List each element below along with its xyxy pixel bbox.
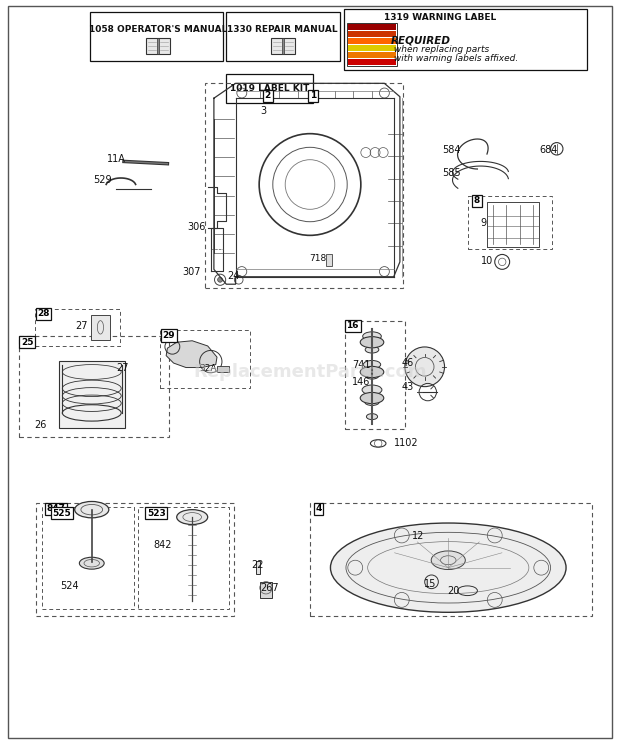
Bar	[347, 24, 397, 66]
Text: 524: 524	[60, 581, 79, 591]
Text: 525: 525	[53, 509, 71, 518]
Bar	[226, 12, 340, 61]
Text: 15: 15	[424, 579, 436, 589]
Text: 1019 LABEL KIT: 1019 LABEL KIT	[230, 84, 309, 93]
Circle shape	[405, 347, 445, 387]
Text: 9: 9	[480, 218, 487, 228]
Text: 146: 146	[352, 376, 371, 387]
Text: 1058 OPERATOR'S MANUAL: 1058 OPERATOR'S MANUAL	[89, 25, 228, 33]
Text: 523: 523	[147, 509, 166, 518]
Text: 1319 WARNING LABEL: 1319 WARNING LABEL	[384, 13, 497, 22]
Bar	[160, 330, 250, 388]
Text: 27: 27	[76, 321, 88, 331]
Text: 26: 26	[34, 420, 46, 430]
Text: 847: 847	[46, 504, 65, 513]
Ellipse shape	[365, 372, 379, 379]
Bar	[468, 196, 552, 249]
Ellipse shape	[74, 501, 109, 518]
Bar	[326, 254, 332, 266]
Ellipse shape	[366, 414, 378, 420]
Bar	[138, 507, 229, 609]
Bar	[217, 366, 229, 372]
Text: 43: 43	[402, 382, 414, 392]
Bar	[348, 24, 396, 31]
Bar	[348, 31, 396, 37]
Bar	[271, 38, 294, 54]
Ellipse shape	[432, 551, 465, 570]
Text: ReplacementParts.com: ReplacementParts.com	[193, 363, 427, 381]
Bar	[348, 59, 396, 65]
Ellipse shape	[363, 360, 381, 368]
Bar	[348, 38, 396, 45]
Text: REQUIRED: REQUIRED	[391, 35, 451, 45]
Text: 307: 307	[182, 267, 201, 278]
Circle shape	[218, 278, 223, 282]
Ellipse shape	[365, 398, 379, 405]
Text: 4: 4	[316, 504, 322, 513]
Text: 20: 20	[448, 586, 460, 597]
Text: 46: 46	[402, 358, 414, 368]
Bar	[281, 38, 284, 54]
Ellipse shape	[365, 346, 379, 353]
Bar	[19, 336, 169, 437]
Text: 1102: 1102	[394, 438, 418, 449]
Text: 741: 741	[352, 359, 371, 370]
Text: 25: 25	[21, 338, 33, 347]
Bar	[345, 321, 405, 429]
Ellipse shape	[79, 557, 104, 569]
Bar	[146, 38, 170, 54]
Text: 2: 2	[265, 92, 271, 100]
Bar	[348, 45, 396, 51]
Text: 1330 REPAIR MANUAL: 1330 REPAIR MANUAL	[228, 25, 338, 33]
Bar	[90, 12, 223, 61]
Text: 10: 10	[480, 256, 493, 266]
Bar	[260, 582, 272, 598]
Bar	[157, 38, 159, 54]
Text: 267: 267	[260, 583, 279, 593]
Text: 22: 22	[251, 560, 264, 571]
Bar	[344, 9, 587, 70]
Text: 3: 3	[260, 106, 267, 116]
Text: 16: 16	[347, 321, 359, 330]
Ellipse shape	[362, 385, 382, 394]
Text: 24: 24	[227, 271, 239, 281]
Text: 842: 842	[154, 539, 172, 550]
Bar	[310, 503, 592, 616]
Polygon shape	[166, 341, 217, 368]
Text: 718: 718	[309, 254, 326, 263]
Text: 27: 27	[117, 362, 129, 373]
Bar	[59, 361, 125, 428]
Text: 585: 585	[442, 167, 461, 178]
Ellipse shape	[363, 332, 381, 341]
Bar	[226, 74, 313, 103]
Text: 29: 29	[162, 331, 175, 340]
Ellipse shape	[360, 366, 384, 377]
Bar	[91, 315, 110, 340]
Text: 12: 12	[412, 530, 424, 541]
Text: with warning labels affixed.: with warning labels affixed.	[391, 54, 518, 63]
Text: 1: 1	[310, 92, 316, 100]
Text: 8: 8	[474, 196, 480, 205]
Bar	[348, 52, 396, 59]
Text: 28: 28	[37, 310, 50, 318]
Text: when replacing parts: when replacing parts	[391, 45, 489, 54]
Text: 684: 684	[539, 144, 558, 155]
Bar	[256, 561, 260, 574]
Ellipse shape	[330, 523, 566, 612]
Bar	[42, 507, 134, 609]
Ellipse shape	[177, 510, 208, 525]
Bar	[205, 83, 403, 288]
Text: 306: 306	[187, 222, 206, 232]
Text: 32A: 32A	[200, 364, 217, 373]
Ellipse shape	[360, 392, 384, 403]
Text: 529: 529	[93, 175, 112, 185]
Ellipse shape	[360, 336, 384, 347]
Bar	[35, 309, 120, 346]
Bar	[36, 503, 234, 616]
Text: 11A: 11A	[107, 154, 125, 164]
Text: 584: 584	[442, 145, 461, 155]
